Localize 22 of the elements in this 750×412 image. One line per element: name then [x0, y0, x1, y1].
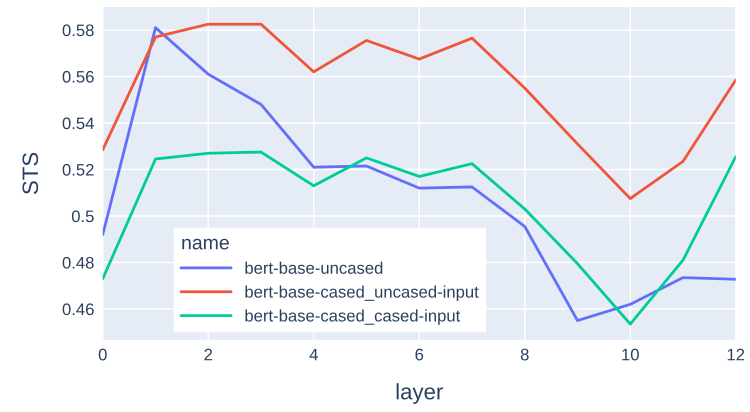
legend-label: bert-base-cased_uncased-input [245, 285, 479, 302]
y-tick-label: 0.56 [62, 70, 94, 83]
x-tick-label: 4 [310, 348, 318, 360]
x-tick-label: 8 [520, 348, 529, 360]
y-tick-label: 0.58 [62, 24, 94, 36]
x-tick-label: 2 [204, 348, 212, 360]
y-tick-label: 0.46 [62, 303, 94, 316]
legend-label: bert-base-uncased [245, 262, 382, 274]
x-tick-label: 10 [622, 348, 639, 360]
x-tick-label: 0 [98, 348, 107, 360]
x-tick-label: 6 [415, 348, 424, 360]
y-axis-title: STS [22, 152, 38, 194]
x-axis-title: layer [396, 383, 443, 404]
legend-label: bert-base-cased_cased-input [245, 309, 460, 325]
line-series [102, 150, 736, 326]
y-tick-label: 0.48 [62, 256, 94, 269]
y-tick-label: 0.54 [62, 117, 94, 130]
y-tick-label: 0.52 [62, 164, 94, 176]
x-tick-label: 12 [728, 348, 744, 360]
y-tick-label: 0.5 [72, 210, 94, 222]
legend-title: name [182, 238, 229, 250]
line-series [102, 22, 736, 200]
